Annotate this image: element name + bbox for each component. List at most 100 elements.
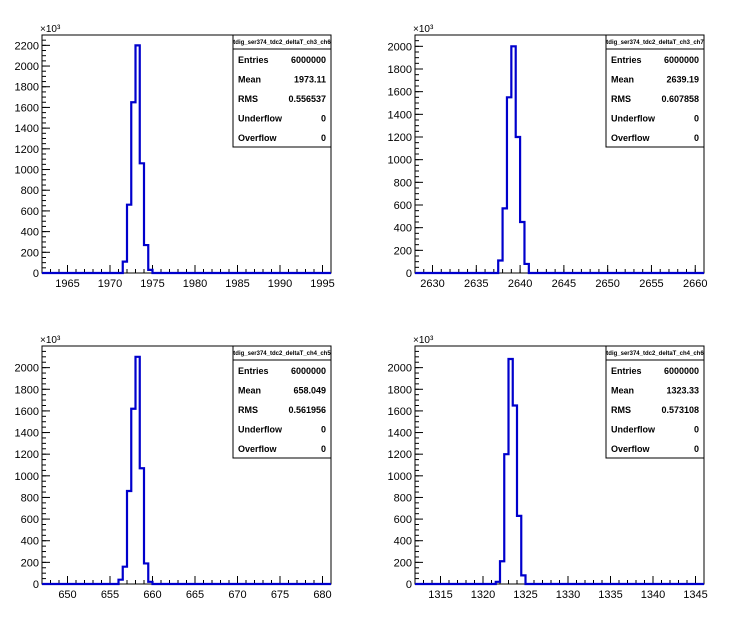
stats-label: Mean bbox=[611, 75, 634, 85]
stats-value: 0 bbox=[321, 425, 326, 435]
x-tick-label: 1325 bbox=[513, 589, 537, 601]
stats-label: RMS bbox=[611, 405, 631, 415]
y-tick-label: 1400 bbox=[15, 123, 39, 135]
histogram-bin bbox=[524, 264, 528, 273]
y-tick-label: 0 bbox=[33, 579, 39, 591]
y-tick-label: 2000 bbox=[388, 363, 412, 375]
x-tick-label: 680 bbox=[313, 589, 331, 601]
stats-value: 0 bbox=[694, 133, 699, 143]
y-tick-label: 1800 bbox=[15, 384, 39, 396]
histogram-bin bbox=[136, 45, 140, 273]
histogram-panel-2: 0 200 400 600 800 1000 1200 1400 1600 1800 2000 263… bbox=[388, 24, 708, 290]
y-multiplier-label: ×10³ bbox=[413, 24, 434, 35]
y-tick-label: 1200 bbox=[388, 132, 412, 144]
y-tick-label: 1400 bbox=[15, 428, 39, 440]
stats-label: Entries bbox=[238, 366, 269, 376]
histogram-bin bbox=[123, 262, 127, 273]
stats-label: Overflow bbox=[611, 444, 651, 454]
y-tick-label: 1000 bbox=[15, 471, 39, 483]
histogram-bin bbox=[520, 222, 524, 273]
stats-value: 0 bbox=[694, 444, 699, 454]
x-tick-label: 1990 bbox=[268, 278, 292, 290]
y-multiplier-label: ×10³ bbox=[40, 24, 61, 35]
y-tick-label: 400 bbox=[21, 227, 39, 239]
x-tick-label: 1320 bbox=[471, 589, 495, 601]
histogram-bin bbox=[119, 580, 123, 584]
x-tick-label: 1335 bbox=[598, 589, 622, 601]
stats-label: Underflow bbox=[238, 425, 283, 435]
stats-title: tdig_ser374_tdc2_deltaT_ch4_ch5 bbox=[233, 351, 331, 357]
y-tick-label: 0 bbox=[33, 268, 39, 280]
x-tick-label: 1970 bbox=[98, 278, 122, 290]
stats-box bbox=[232, 345, 332, 459]
x-tick-label: 655 bbox=[101, 589, 119, 601]
histogram-bin bbox=[511, 46, 515, 273]
histogram-bin bbox=[127, 491, 131, 584]
y-tick-label: 600 bbox=[394, 200, 412, 212]
stats-value: 0.573108 bbox=[661, 405, 699, 415]
stats-title: tdig_ser374_tdc2_deltaT_ch3_ch7 bbox=[606, 40, 704, 46]
y-tick-label: 800 bbox=[394, 492, 412, 504]
stats-label: Mean bbox=[238, 386, 261, 396]
y-tick-label: 1200 bbox=[15, 144, 39, 156]
y-tick-label: 2000 bbox=[15, 61, 39, 73]
x-tick-label: 670 bbox=[228, 589, 246, 601]
stats-box bbox=[232, 34, 332, 148]
x-tick-label: 1975 bbox=[140, 278, 164, 290]
stats-value: 6000000 bbox=[291, 366, 326, 376]
histogram-bin bbox=[140, 163, 144, 273]
y-tick-label: 1600 bbox=[15, 406, 39, 418]
y-tick-label: 1400 bbox=[388, 428, 412, 440]
stats-value: 0 bbox=[321, 133, 326, 143]
y-tick-label: 0 bbox=[406, 268, 412, 280]
histogram-panel-4: 0 200 400 600 800 1000 1200 1400 1600 1800 2000 131… bbox=[388, 335, 708, 601]
stats-value: 0.556537 bbox=[288, 94, 326, 104]
y-tick-label: 1000 bbox=[388, 155, 412, 167]
stats-value: 2639.19 bbox=[666, 75, 699, 85]
x-tick-label: 1965 bbox=[55, 278, 79, 290]
histogram-bin bbox=[144, 563, 148, 584]
x-tick-label: 1315 bbox=[428, 589, 452, 601]
y-tick-label: 1000 bbox=[388, 471, 412, 483]
y-tick-label: 2000 bbox=[15, 363, 39, 375]
stats-label: RMS bbox=[238, 94, 258, 104]
stats-label: RMS bbox=[238, 405, 258, 415]
histogram-bin bbox=[503, 208, 507, 273]
x-tick-label: 2645 bbox=[552, 278, 576, 290]
histogram-line bbox=[415, 357, 704, 586]
stats-value: 0 bbox=[694, 114, 699, 124]
stats-label: Entries bbox=[238, 55, 269, 65]
stats-value: 6000000 bbox=[291, 55, 326, 65]
y-tick-label: 600 bbox=[21, 206, 39, 218]
x-tick-label: 1330 bbox=[556, 589, 580, 601]
histogram-bin bbox=[131, 409, 135, 584]
stats-title: tdig_ser374_tdc2_deltaT_ch4_ch6 bbox=[606, 351, 704, 357]
histogram-bin bbox=[507, 97, 511, 273]
y-tick-label: 800 bbox=[394, 177, 412, 189]
x-tick-label: 1345 bbox=[683, 589, 707, 601]
stats-label: Underflow bbox=[611, 425, 656, 435]
stats-value: 6000000 bbox=[664, 366, 699, 376]
stats-value: 1323.33 bbox=[666, 386, 699, 396]
y-tick-label: 1800 bbox=[15, 82, 39, 94]
histogram-bin bbox=[144, 245, 148, 273]
x-tick-label: 1340 bbox=[641, 589, 665, 601]
x-tick-label: 2640 bbox=[508, 278, 532, 290]
y-tick-label: 1800 bbox=[388, 384, 412, 396]
x-tick-label: 1980 bbox=[183, 278, 207, 290]
histogram-bin bbox=[127, 205, 131, 273]
histogram-panel-3: 0 200 400 600 800 1000 1200 1400 1600 1800 2000 650… bbox=[15, 335, 332, 601]
y-tick-label: 400 bbox=[394, 536, 412, 548]
histogram-bin bbox=[123, 567, 127, 584]
stats-label: Overflow bbox=[611, 133, 651, 143]
stats-value: 658.049 bbox=[293, 386, 326, 396]
histogram-bin bbox=[496, 582, 500, 584]
stats-label: Mean bbox=[611, 386, 634, 396]
stats-label: Underflow bbox=[238, 114, 283, 124]
y-tick-label: 200 bbox=[21, 557, 39, 569]
y-tick-label: 600 bbox=[21, 514, 39, 526]
y-tick-label: 2200 bbox=[15, 40, 39, 52]
histogram-bin bbox=[136, 357, 140, 584]
histogram-bin bbox=[500, 561, 504, 584]
